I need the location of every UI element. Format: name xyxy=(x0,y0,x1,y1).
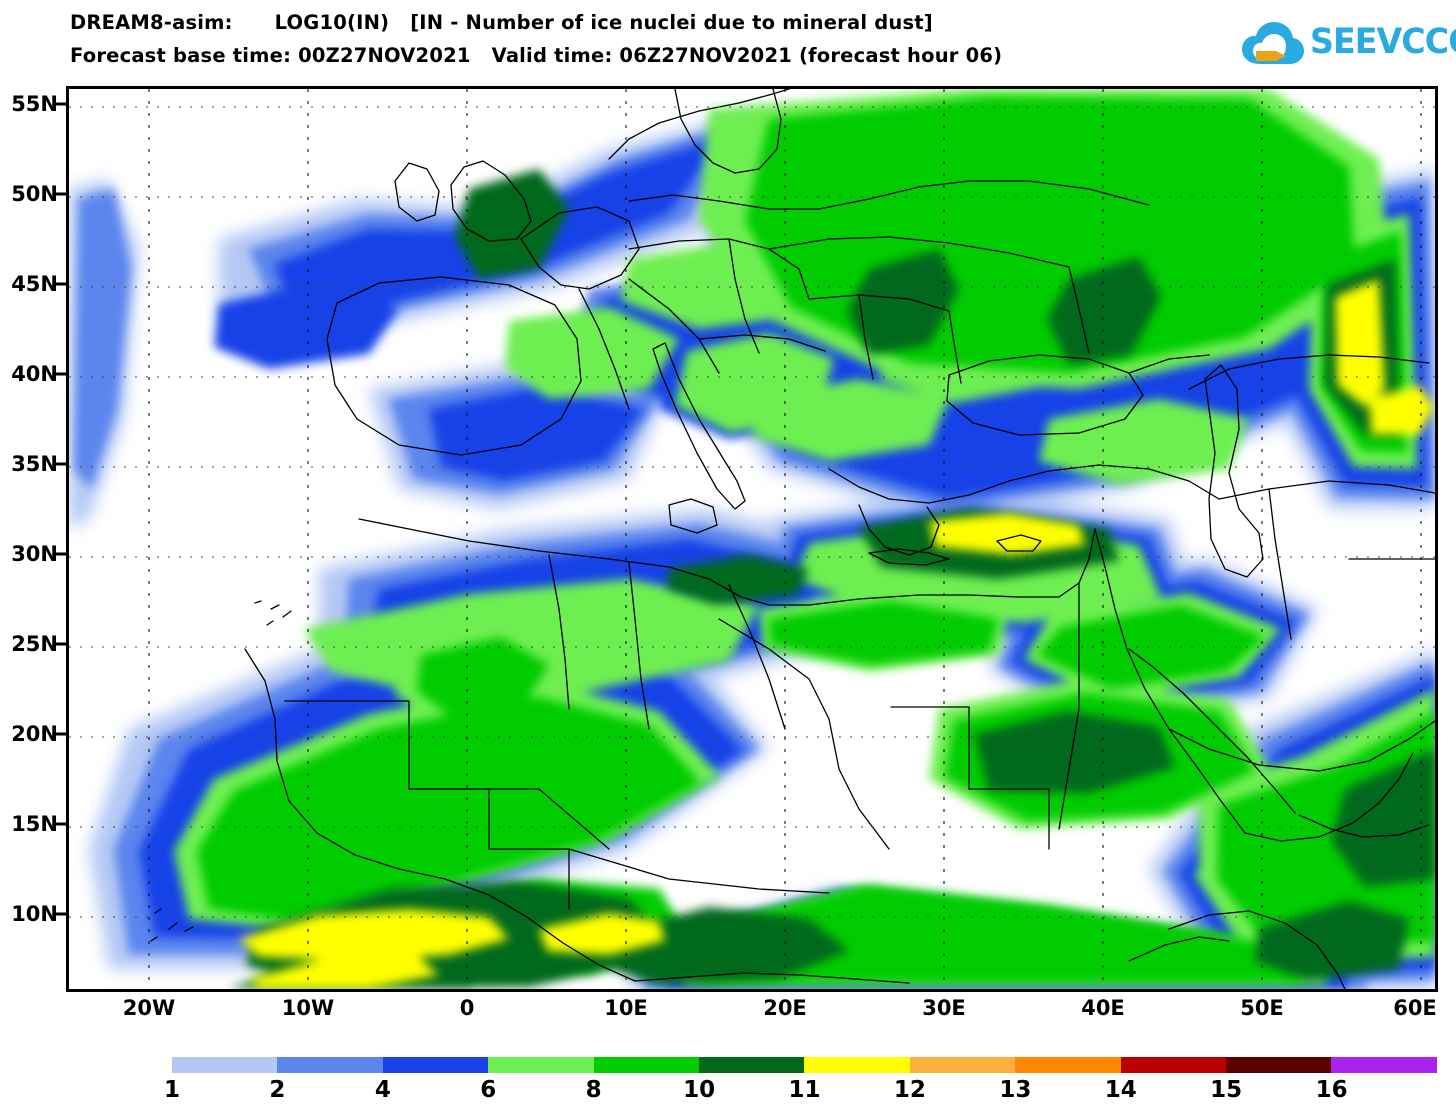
ytick-mark xyxy=(54,642,66,646)
colorbar-swatch xyxy=(1120,1057,1227,1073)
coastline-layer xyxy=(150,89,1435,989)
colorbar-swatch xyxy=(699,1057,805,1073)
xtick-label-10e: 10E xyxy=(604,996,648,1020)
ytick-mark xyxy=(54,102,66,106)
colorbar-tick-label: 14 xyxy=(1104,1077,1137,1103)
colorbar-swatch xyxy=(804,1057,910,1073)
header-title-line: DREAM8-asim: LOG10(IN) [IN - Number of i… xyxy=(70,11,933,34)
ytick-label-15n: 15N xyxy=(11,812,58,836)
ytick-label-35n: 35N xyxy=(11,452,58,476)
colorbar-swatch xyxy=(1015,1057,1121,1073)
colorbar-tick-label: 10 xyxy=(683,1077,716,1103)
ytick-mark xyxy=(54,732,66,736)
xtick-label-50e: 50E xyxy=(1240,996,1284,1020)
xtick-label-0: 0 xyxy=(459,996,475,1020)
colorbar-swatch xyxy=(172,1057,278,1073)
ytick-label-50n: 50N xyxy=(11,182,58,206)
ytick-label-30n: 30N xyxy=(11,542,58,566)
xtick-label-20e: 20E xyxy=(763,996,807,1020)
colorbar-tick-label: 12 xyxy=(893,1077,926,1103)
colorbar-swatch xyxy=(488,1057,594,1073)
chart-header: DREAM8-asim: LOG10(IN) [IN - Number of i… xyxy=(0,0,1456,84)
colorbar-tick-label: 15 xyxy=(1210,1077,1243,1103)
header-time-line: Forecast base time: 00Z27NOV2021 Valid t… xyxy=(70,44,1003,67)
ytick-mark xyxy=(54,192,66,196)
xtick-label-40e: 40E xyxy=(1081,996,1125,1020)
colorbar-swatch xyxy=(277,1057,383,1073)
colorbar-tick-label: 4 xyxy=(374,1077,391,1103)
colorbar-tick-label: 8 xyxy=(585,1077,602,1103)
colorbar-swatch xyxy=(593,1057,700,1073)
ytick-mark xyxy=(54,822,66,826)
ytick-mark xyxy=(54,372,66,376)
ytick-mark xyxy=(54,912,66,916)
ytick-mark xyxy=(54,552,66,556)
colorbar-swatch xyxy=(1226,1057,1332,1073)
ytick-label-25n: 25N xyxy=(11,632,58,656)
colorbar-tick-label: 11 xyxy=(788,1077,821,1103)
colorbar-swatches xyxy=(172,1057,1437,1073)
xtick-label-10w: 10W xyxy=(281,996,335,1020)
cloud-arrow-icon xyxy=(1242,22,1304,64)
map-plot-area xyxy=(66,86,1438,992)
ytick-label-10n: 10N xyxy=(11,902,58,926)
colorbar-tick-label: 2 xyxy=(269,1077,286,1103)
ytick-label-40n: 40N xyxy=(11,362,58,386)
colorbar-tick-label: 13 xyxy=(999,1077,1032,1103)
gridlines xyxy=(69,106,1435,918)
ytick-mark xyxy=(54,282,66,286)
colorbar-swatch xyxy=(909,1057,1016,1073)
ytick-label-45n: 45N xyxy=(11,272,58,296)
ytick-mark xyxy=(54,462,66,466)
seevccc-logo: SEEVCCC xyxy=(1240,18,1456,70)
colorbar-swatch xyxy=(1331,1057,1437,1073)
ytick-label-55n: 55N xyxy=(11,92,58,116)
xtick-label-30e: 30E xyxy=(922,996,966,1020)
colorbar-swatch xyxy=(382,1057,489,1073)
colorbar xyxy=(172,1057,1437,1073)
colorbar-tick-label: 6 xyxy=(480,1077,497,1103)
colorbar-tick-label: 1 xyxy=(163,1077,181,1103)
dust-concentration-map xyxy=(69,89,1435,989)
logo-text: SEEVCCC xyxy=(1310,22,1456,62)
xtick-label-60e: 60E xyxy=(1393,996,1437,1020)
contour-fill-layer xyxy=(69,89,1435,989)
ytick-label-20n: 20N xyxy=(11,722,58,746)
colorbar-tick-label: 16 xyxy=(1315,1077,1348,1103)
xtick-label-20w: 20W xyxy=(122,996,176,1020)
